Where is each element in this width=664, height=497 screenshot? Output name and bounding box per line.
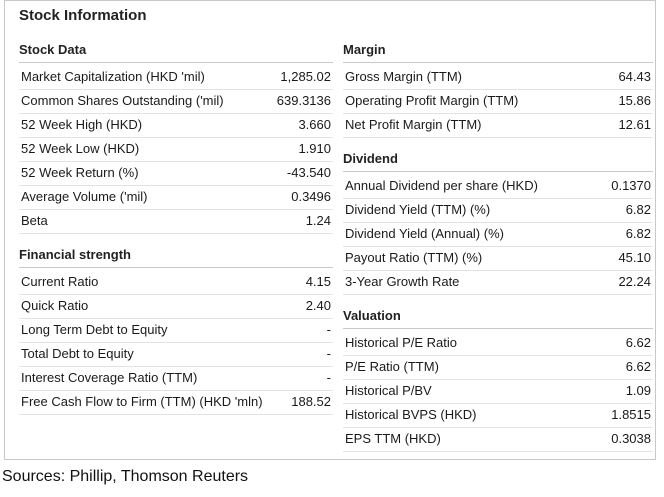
row-label: Dividend Yield (Annual) (%) — [345, 226, 504, 241]
row-value: -43.540 — [286, 165, 331, 180]
row-value: 0.3496 — [291, 189, 331, 204]
table-row: Average Volume ('mil) 0.3496 — [19, 186, 333, 210]
row-value: - — [326, 322, 331, 337]
row-label: Interest Coverage Ratio (TTM) — [21, 370, 198, 385]
table-row: 52 Week Low (HKD) 1.910 — [19, 138, 333, 162]
table-row: 52 Week High (HKD) 3.660 — [19, 114, 333, 138]
row-value: 15.86 — [618, 93, 651, 108]
table-row: 3-Year Growth Rate 22.24 — [343, 271, 653, 295]
row-label: Net Profit Margin (TTM) — [345, 117, 482, 132]
table-row: Net Profit Margin (TTM) 12.61 — [343, 114, 653, 138]
row-value: 3.660 — [298, 117, 331, 132]
table-row: Gross Margin (TTM) 64.43 — [343, 66, 653, 90]
row-label: Long Term Debt to Equity — [21, 322, 168, 337]
margin-heading: Margin — [343, 37, 653, 63]
table-row: EPS TTM (HKD) 0.3038 — [343, 428, 653, 452]
table-row: Payout Ratio (TTM) (%) 45.10 — [343, 247, 653, 271]
row-value: 1.24 — [305, 213, 331, 228]
table-row: Total Debt to Equity - — [19, 343, 333, 367]
table-row: Historical P/E Ratio 6.62 — [343, 332, 653, 356]
table-row: Free Cash Flow to Firm (TTM) (HKD 'mln) 1… — [19, 391, 333, 415]
stock-info-panel: Stock Information Stock Data Market Capi… — [4, 0, 656, 460]
row-value: 1,285.02 — [280, 69, 331, 84]
table-row: Annual Dividend per share (HKD) 0.1370 — [343, 175, 653, 199]
row-label: 52 Week High (HKD) — [21, 117, 143, 132]
table-row: Market Capitalization (HKD 'mil) 1,285.02 — [19, 66, 333, 90]
row-value: 639.3136 — [276, 93, 331, 108]
row-label: Market Capitalization (HKD 'mil) — [21, 69, 205, 84]
row-label: Historical BVPS (HKD) — [345, 407, 477, 422]
row-value: 64.43 — [618, 69, 651, 84]
table-row: Current Ratio 4.15 — [19, 271, 333, 295]
stock-data-section: Stock Data Market Capitalization (HKD 'm… — [19, 37, 333, 234]
row-label: Dividend Yield (TTM) (%) — [345, 202, 491, 217]
row-value: 0.3038 — [611, 431, 651, 446]
table-row: P/E Ratio (TTM) 6.62 — [343, 356, 653, 380]
row-label: Quick Ratio — [21, 298, 89, 313]
dividend-section: Dividend Annual Dividend per share (HKD)… — [343, 146, 653, 295]
row-label: Common Shares Outstanding ('mil) — [21, 93, 224, 108]
valuation-heading: Valuation — [343, 303, 653, 329]
valuation-section: Valuation Historical P/E Ratio 6.62 P/E Ra… — [343, 303, 653, 452]
row-label: EPS TTM (HKD) — [345, 431, 441, 446]
left-column: Stock Data Market Capitalization (HKD 'm… — [19, 37, 333, 415]
row-value: 45.10 — [618, 250, 651, 265]
panel-title: Stock Information — [19, 7, 147, 24]
table-row: Dividend Yield (Annual) (%) 6.82 — [343, 223, 653, 247]
row-label: Average Volume ('mil) — [21, 189, 148, 204]
row-label: 3-Year Growth Rate — [345, 274, 460, 289]
sources-note: Sources: Phillip, Thomson Reuters — [2, 468, 249, 485]
table-row: Quick Ratio 2.40 — [19, 295, 333, 319]
table-row: Common Shares Outstanding ('mil) 639.3136 — [19, 90, 333, 114]
row-value: 22.24 — [618, 274, 651, 289]
table-row: Interest Coverage Ratio (TTM) - — [19, 367, 333, 391]
table-row: Beta 1.24 — [19, 210, 333, 234]
row-value: 6.62 — [625, 359, 651, 374]
row-value: - — [326, 370, 331, 385]
financial-strength-section: Financial strength Current Ratio 4.15 Quic… — [19, 242, 333, 415]
row-label: Beta — [21, 213, 48, 228]
row-label: Current Ratio — [21, 274, 99, 289]
table-row: Long Term Debt to Equity - — [19, 319, 333, 343]
row-label: 52 Week Return (%) — [21, 165, 139, 180]
stock-data-heading: Stock Data — [19, 37, 333, 63]
row-label: Total Debt to Equity — [21, 346, 134, 361]
row-value: 0.1370 — [611, 178, 651, 193]
row-value: 1.8515 — [611, 407, 651, 422]
table-row: Operating Profit Margin (TTM) 15.86 — [343, 90, 653, 114]
row-value: 2.40 — [305, 298, 331, 313]
row-value: 4.15 — [305, 274, 331, 289]
margin-section: Margin Gross Margin (TTM) 64.43 Operating … — [343, 37, 653, 138]
row-label: P/E Ratio (TTM) — [345, 359, 439, 374]
dividend-heading: Dividend — [343, 146, 653, 172]
row-value: 12.61 — [618, 117, 651, 132]
table-row: Dividend Yield (TTM) (%) 6.82 — [343, 199, 653, 223]
financial-strength-heading: Financial strength — [19, 242, 333, 268]
table-row: Historical P/BV 1.09 — [343, 380, 653, 404]
row-value: 1.09 — [625, 383, 651, 398]
row-value: - — [326, 346, 331, 361]
row-value: 6.62 — [625, 335, 651, 350]
row-label: Annual Dividend per share (HKD) — [345, 178, 538, 193]
row-label: Historical P/BV — [345, 383, 432, 398]
row-value: 6.82 — [625, 226, 651, 241]
table-row: 52 Week Return (%) -43.540 — [19, 162, 333, 186]
row-label: Historical P/E Ratio — [345, 335, 457, 350]
row-label: Payout Ratio (TTM) (%) — [345, 250, 483, 265]
right-column: Margin Gross Margin (TTM) 64.43 Operating … — [343, 37, 653, 452]
row-value: 1.910 — [298, 141, 331, 156]
row-label: Gross Margin (TTM) — [345, 69, 462, 84]
row-value: 6.82 — [625, 202, 651, 217]
row-value: 188.52 — [291, 394, 331, 409]
row-label: 52 Week Low (HKD) — [21, 141, 140, 156]
row-label: Free Cash Flow to Firm (TTM) (HKD 'mln) — [21, 394, 263, 409]
row-label: Operating Profit Margin (TTM) — [345, 93, 519, 108]
table-row: Historical BVPS (HKD) 1.8515 — [343, 404, 653, 428]
